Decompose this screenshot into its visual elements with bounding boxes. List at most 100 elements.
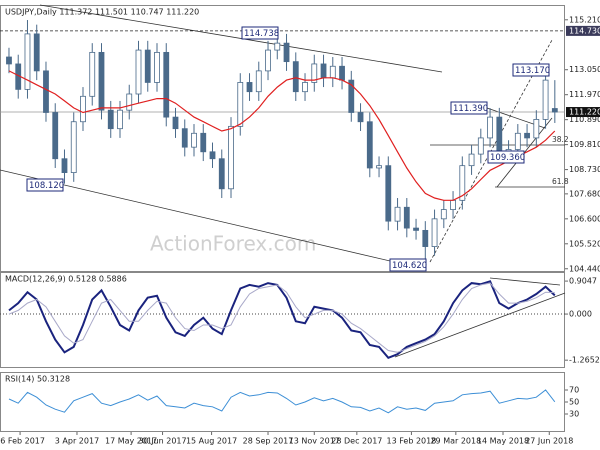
candle-body (33, 33, 40, 72)
candle-body (144, 49, 151, 83)
candle-body (385, 165, 392, 222)
candle-body (43, 70, 49, 113)
candle-body (98, 51, 105, 111)
candle-body (403, 206, 410, 229)
x-tick-label: 17 May 2017 (105, 437, 157, 446)
annotation-box (487, 150, 525, 164)
annotation-box (450, 101, 488, 115)
rsi-title: RSI(14) 50.3128 (5, 375, 70, 384)
candle-body (191, 132, 197, 148)
candle-body (329, 65, 336, 79)
x-tick-label: 30 Jun 2017 (138, 437, 186, 446)
line (8, 389, 556, 414)
macd-trendline (489, 277, 561, 286)
line (8, 282, 555, 353)
candle-body (70, 121, 77, 173)
candle-body (80, 95, 86, 123)
price-pane (0, 5, 565, 272)
candle-body (292, 61, 299, 93)
candle-body (200, 132, 207, 153)
candle-body (311, 63, 318, 83)
candle-body (237, 82, 244, 127)
x-tick-label: 15 Aug 2017 (186, 437, 237, 446)
candle-body (496, 116, 503, 153)
candle-body (422, 229, 429, 247)
candle-body (477, 137, 484, 155)
candle-body (181, 128, 188, 148)
level-label: 111.220 (569, 108, 600, 117)
annotation-box (389, 258, 427, 272)
annotation-box (241, 26, 279, 40)
candle-body (107, 109, 114, 130)
candle-body (24, 33, 31, 90)
candle-body (61, 158, 68, 173)
y-tick-label: 110.890 (569, 115, 600, 124)
annotations: 114.738 113.170 111.390 108.120 104.620 … (26, 26, 569, 272)
annotation: 114.738 (244, 29, 279, 39)
y-tick-label: 30 (569, 410, 579, 419)
x-tick-label: 28 Sep 2017 (243, 437, 294, 446)
y-tick-label: 70 (569, 386, 579, 395)
annotation: 111.390 (453, 104, 488, 114)
y-tick-label: 106.600 (569, 214, 600, 223)
candle-body (255, 70, 262, 93)
candle-body (302, 82, 308, 93)
candle-body (274, 42, 281, 51)
fib-label: 61.8 (552, 177, 569, 186)
y-tick-label: 111.970 (569, 90, 600, 99)
candle-body (320, 63, 327, 79)
x-tick-label: 27 Jun 2018 (525, 437, 573, 446)
level-box (566, 107, 600, 118)
y-tick-label: 0.000 (569, 310, 592, 319)
candle-body (533, 119, 540, 139)
channel-lower (0, 169, 421, 269)
candle-body (117, 109, 123, 130)
candle-body (172, 116, 179, 130)
y-tick-label: 104.440 (569, 264, 600, 273)
level-box (566, 25, 600, 36)
line (8, 280, 556, 359)
macd-pane (0, 272, 565, 368)
candle-body (218, 158, 225, 190)
y-tick-label: -1.2652 (569, 356, 600, 365)
annotation-box (26, 178, 64, 192)
price-title: USDJPY,Daily 111.372 111.501 110.747 111… (5, 8, 199, 17)
candle-body (468, 153, 475, 167)
candle-body (357, 112, 364, 123)
candle-body (246, 82, 253, 93)
candle-body (154, 51, 160, 83)
x-tick-label: 13 Feb 2018 (387, 437, 437, 446)
candle-body (89, 51, 96, 97)
candle-body (551, 108, 558, 113)
level-label: 114.730 (569, 26, 600, 35)
x-tick-label: 16 Feb 2017 (0, 437, 45, 446)
y-tick-label: 107.680 (569, 189, 600, 198)
candle-body (450, 199, 456, 210)
fib-label: 38.2 (552, 135, 569, 144)
candle-body (265, 49, 271, 72)
x-tick-label: 14 May 2018 (477, 437, 529, 446)
candle-body (6, 56, 12, 65)
annotation: 104.620 (392, 261, 427, 271)
candle-body (394, 206, 401, 222)
candle-body (376, 165, 382, 169)
macd-trendline (394, 292, 566, 358)
candle-body (413, 227, 419, 231)
candle-body (514, 132, 521, 150)
candle-body (126, 93, 133, 111)
watermark: ActionForex.com (150, 232, 316, 256)
y-tick-label: 113.050 (569, 65, 600, 74)
candle-body (431, 218, 438, 247)
annotation: 109.360 (490, 153, 525, 163)
candle-body (209, 151, 216, 160)
candle-body (366, 121, 373, 169)
annotation-box (512, 63, 550, 77)
candle-body (52, 112, 59, 160)
annotation: 113.170 (515, 66, 550, 76)
candle-body (487, 116, 493, 139)
rsi-pane (0, 372, 565, 432)
candle-body (524, 132, 530, 139)
candle-body (440, 209, 447, 220)
candle-body (542, 79, 549, 120)
